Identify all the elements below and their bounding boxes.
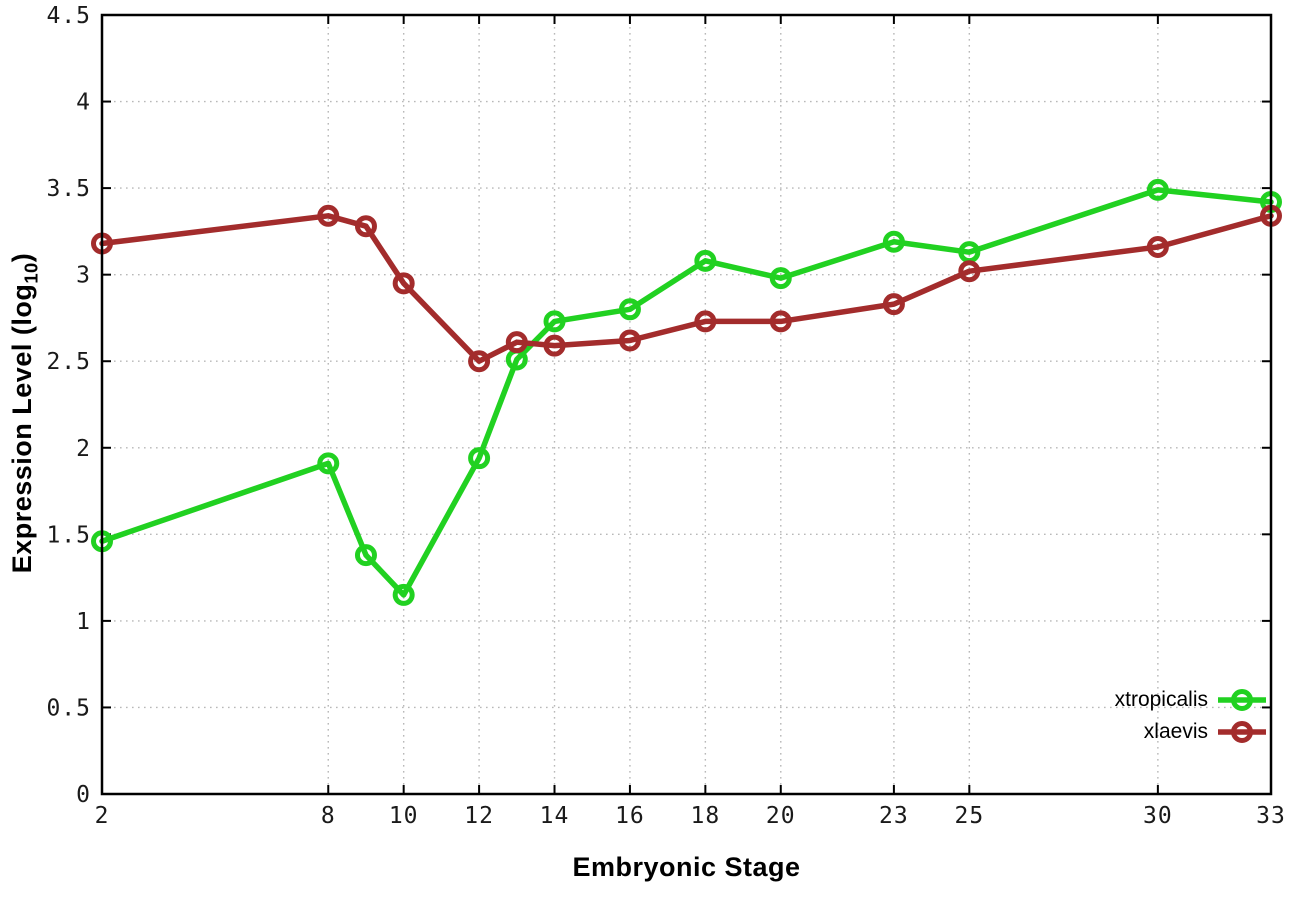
x-axis-title: Embryonic Stage	[572, 852, 801, 882]
y-tick-label: 2.5	[46, 349, 91, 375]
x-tick-label: 2	[95, 803, 110, 829]
tick-marks	[101, 14, 1272, 795]
legend-marker-xlaevis	[1218, 721, 1266, 743]
data-point-marker	[543, 334, 566, 357]
data-point-marker	[543, 310, 566, 333]
legend-item-xlaevis: xlaevis	[1144, 719, 1266, 745]
series-xtropicalis	[91, 178, 1282, 606]
y-tick-label: 0	[76, 782, 91, 808]
data-point-marker	[1146, 235, 1169, 258]
data-point-marker	[958, 260, 981, 283]
data-point-marker	[392, 272, 415, 295]
y-tick-label: 1	[76, 609, 91, 635]
data-point-marker	[317, 452, 340, 475]
data-point-marker	[1146, 178, 1169, 201]
y-tick-label: 0.5	[46, 695, 91, 721]
x-tick-label: 16	[615, 803, 645, 829]
gridlines	[101, 14, 1272, 795]
data-point-marker	[618, 329, 641, 352]
x-tick-label: 25	[954, 803, 984, 829]
x-tick-label: 18	[691, 803, 721, 829]
y-tick-label: 2	[76, 436, 91, 462]
series-line-xlaevis	[99, 213, 1274, 364]
legend-label-xlaevis: xlaevis	[1143, 720, 1208, 743]
y-tick-label: 3	[76, 263, 91, 289]
x-tick-labels: 2 8 10 12 14 16 18 20 23 25 30 33	[95, 803, 1286, 829]
x-tick-label: 10	[389, 803, 419, 829]
y-tick-labels: 0 0.5 1 1.5 2 2.5 3 3.5 4 4.5	[46, 3, 91, 808]
data-point-marker	[505, 331, 528, 354]
data-point-marker	[392, 583, 415, 606]
series-xlaevis	[91, 204, 1282, 373]
legend-marker-xtropicalis	[1218, 689, 1266, 711]
y-axis-title-text: Expression Level (log	[7, 283, 37, 574]
x-tick-label: 33	[1256, 803, 1286, 829]
legend: xtropicalis xlaevis	[1115, 687, 1266, 745]
legend-sample-marker	[1231, 689, 1253, 711]
x-tick-label: 8	[321, 803, 336, 829]
data-point-marker	[769, 267, 792, 290]
data-point-marker	[618, 298, 641, 321]
x-tick-label: 20	[766, 803, 796, 829]
data-point-marker	[694, 310, 717, 333]
data-point-marker	[882, 230, 905, 253]
data-point-marker	[882, 293, 905, 316]
data-point-marker	[317, 204, 340, 227]
y-axis-title-subscript: 10	[20, 262, 42, 284]
x-tick-label: 12	[464, 803, 494, 829]
data-point-marker	[354, 215, 377, 238]
data-point-marker	[354, 544, 377, 567]
y-tick-label: 1.5	[46, 522, 91, 548]
y-axis-title-suffix: )	[7, 252, 37, 263]
x-tick-label: 23	[879, 803, 909, 829]
legend-sample-marker	[1231, 721, 1253, 743]
data-point-marker	[694, 249, 717, 272]
plot-border	[100, 13, 1273, 796]
x-tick-label: 14	[540, 803, 570, 829]
y-axis-title: Expression Level (log10)	[7, 13, 49, 813]
data-point-marker	[769, 310, 792, 333]
y-tick-label: 3.5	[46, 176, 91, 202]
legend-label-xtropicalis: xtropicalis	[1114, 688, 1208, 711]
y-tick-label: 4.5	[46, 3, 91, 29]
y-tick-label: 4	[76, 90, 91, 116]
data-point-marker	[468, 350, 491, 373]
legend-item-xtropicalis: xtropicalis	[1115, 687, 1266, 713]
x-tick-label: 30	[1143, 803, 1173, 829]
data-point-marker	[468, 447, 491, 470]
